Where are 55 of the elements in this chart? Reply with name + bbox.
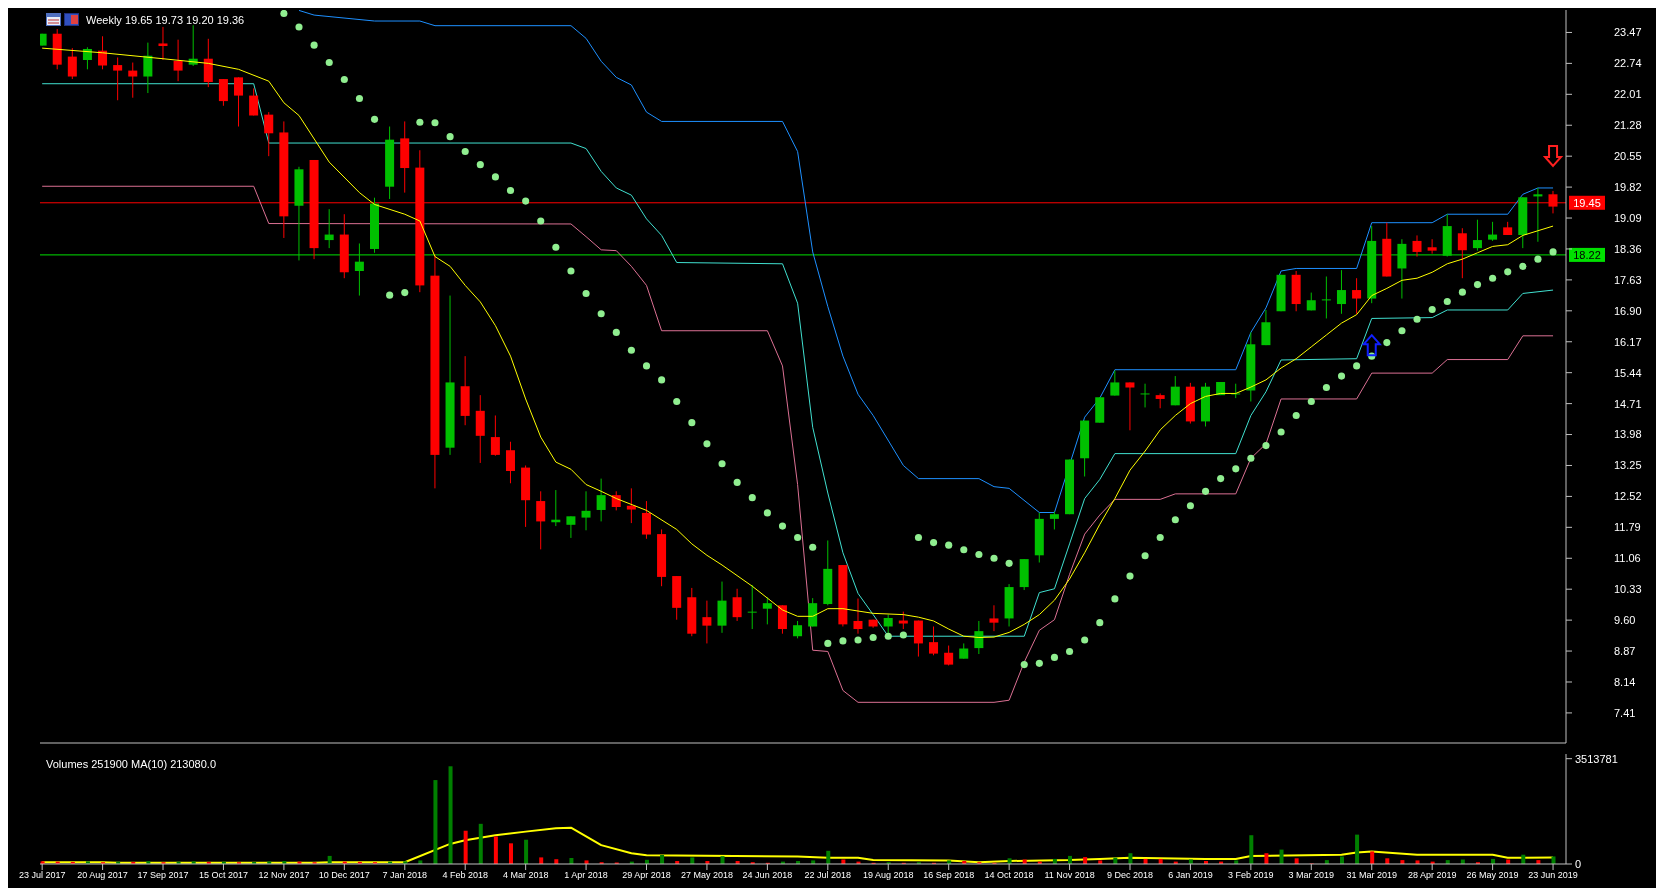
x-tick-label: 12 Nov 2017: [258, 870, 310, 881]
y-tick-label: 7.41: [1614, 706, 1636, 719]
x-tick-label: 4 Feb 2018: [442, 870, 488, 881]
y-tick-label: 15.44: [1614, 366, 1642, 379]
y-tick-label: 9.60: [1614, 614, 1636, 627]
x-tick-label: 16 Sep 2018: [923, 870, 975, 881]
x-tick-label: 27 May 2018: [680, 870, 733, 881]
x-tick-label: 28 Apr 2019: [1407, 870, 1457, 881]
x-tick-label: 31 Mar 2019: [1346, 870, 1398, 881]
y-tick-label: 22.01: [1614, 88, 1642, 101]
ref-line-label: 18.22: [1573, 248, 1601, 261]
y-tick-label: 16.90: [1614, 304, 1642, 317]
x-tick-label: 23 Jul 2017: [18, 870, 66, 881]
x-tick-label: 24 Jun 2018: [742, 870, 793, 881]
x-tick-label: 15 Oct 2017: [198, 870, 248, 881]
x-tick-label: 22 Jul 2018: [804, 870, 852, 881]
y-tick-label: 8.87: [1614, 644, 1636, 657]
x-tick-label: 20 Aug 2017: [77, 870, 128, 881]
y-tick-label: 18.36: [1614, 242, 1642, 255]
chart-title: Weekly 19.65 19.73 19.20 19.36: [86, 14, 245, 26]
x-tick-label: 19 Aug 2018: [862, 870, 914, 881]
ref-line-label: 19.45: [1573, 196, 1601, 209]
x-tick-label: 3 Feb 2019: [1228, 870, 1274, 881]
y-tick-label: 16.17: [1614, 335, 1642, 348]
y-tick-label: 13.25: [1614, 459, 1642, 472]
chart-title: Volumes 251900 MA(10) 213080.0: [46, 758, 217, 770]
x-tick-label: 1 Apr 2018: [564, 870, 608, 881]
x-tick-label: 10 Dec 2017: [318, 870, 370, 881]
x-tick-label: 29 Apr 2018: [622, 870, 671, 881]
x-tick-label: 26 May 2019: [1466, 870, 1519, 881]
x-tick-label: 14 Oct 2018: [984, 870, 1034, 881]
y-tick-label: 12.52: [1614, 490, 1642, 503]
y-tick-label: 19.09: [1614, 211, 1642, 224]
y-tick-label: 13.98: [1614, 428, 1642, 441]
y-tick-label: 8.14: [1614, 675, 1636, 688]
y-tick-label: 11.79: [1614, 521, 1641, 534]
x-tick-label: 6 Jan 2019: [1168, 870, 1213, 881]
y-tick-label: 3513781: [1575, 752, 1618, 765]
y-tick-label: 17.63: [1614, 273, 1642, 286]
y-tick-label: 19.82: [1614, 181, 1642, 194]
y-tick-label: 23.47: [1614, 26, 1642, 39]
y-tick-label: 22.74: [1614, 57, 1642, 70]
x-tick-label: 7 Jan 2018: [382, 870, 428, 881]
y-tick-label: 10.33: [1614, 583, 1642, 596]
x-tick-label: 9 Dec 2018: [1106, 870, 1154, 881]
y-tick-label: 20.55: [1614, 150, 1642, 163]
x-tick-label: 4 Mar 2018: [502, 870, 549, 881]
x-tick-label: 17 Sep 2017: [137, 870, 189, 881]
y-tick-label: 11.06: [1614, 552, 1641, 565]
y-tick-label: 21.28: [1614, 119, 1642, 132]
x-tick-label: 11 Nov 2018: [1044, 870, 1095, 881]
x-tick-label: 23 Jun 2019: [1528, 870, 1578, 881]
y-tick-label: 14.71: [1614, 397, 1642, 410]
y-tick-label: 0: [1575, 857, 1582, 870]
x-tick-label: 3 Mar 2019: [1288, 870, 1335, 881]
